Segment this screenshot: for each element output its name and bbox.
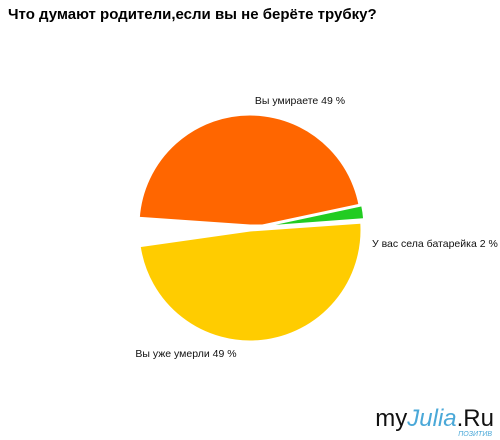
- logo-my: my: [375, 405, 408, 432]
- slice-battery-label: У вас села батарейка 2 %: [372, 238, 498, 250]
- slice-dead: [137, 220, 364, 344]
- slice-dying: [136, 112, 364, 228]
- slice-dead-label: Вы уже умерли 49 %: [135, 348, 236, 360]
- site-logo: myJulia.Ru: [375, 406, 494, 432]
- logo-tagline: ПОЗИТИВ: [458, 431, 492, 438]
- chart-title: Что думают родители,если вы не берёте тр…: [8, 6, 377, 23]
- slice-battery: [252, 202, 367, 230]
- slice-dying-label: Вы умираете 49 %: [255, 95, 345, 107]
- logo-julia: Julia: [407, 405, 457, 432]
- logo-ru: .Ru: [456, 405, 494, 432]
